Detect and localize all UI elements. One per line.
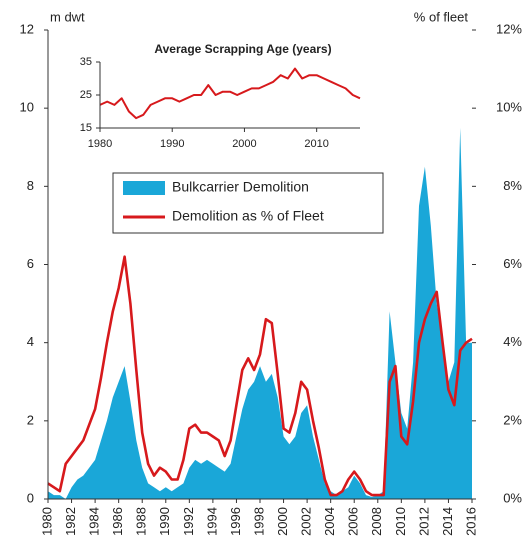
x-tick-label: 2012 (416, 507, 431, 536)
x-tick-label: 2010 (393, 507, 408, 536)
x-tick-label: 2008 (369, 507, 384, 536)
y2-tick-label: 4% (503, 334, 522, 349)
x-tick-label: 1990 (157, 507, 172, 536)
line (99, 67, 361, 120)
x-tick-label: 1980 (88, 138, 112, 150)
x-tick-label: 2004 (322, 507, 337, 536)
x-tick-label: 2016 (463, 507, 478, 536)
area (48, 127, 472, 499)
inset-title: Average Scrapping Age (years) (154, 42, 331, 56)
legend-label: Demolition as % of Fleet (172, 208, 324, 224)
y-tick-label: 8 (27, 178, 34, 193)
x-tick-label: 2000 (275, 507, 290, 536)
y-tick-label: 15 (80, 122, 92, 134)
y2-tick-label: 6% (503, 256, 522, 271)
legend-label: Bulkcarrier Demolition (172, 179, 309, 195)
x-tick-label: 1986 (110, 507, 125, 536)
y2-axis-label: % of fleet (414, 9, 469, 24)
y2-tick-label: 8% (503, 178, 522, 193)
x-tick-label: 1994 (204, 507, 219, 536)
x-tick-label: 1996 (228, 507, 243, 536)
x-tick-label: 1990 (160, 138, 184, 150)
y-tick-label: 4 (27, 334, 34, 349)
y2-tick-label: 0% (503, 490, 522, 505)
line (47, 255, 473, 497)
x-tick-label: 2000 (232, 138, 256, 150)
x-tick-label: 2002 (299, 507, 314, 536)
x-tick-label: 1982 (63, 507, 78, 536)
x-tick-label: 1998 (251, 507, 266, 536)
x-tick-label: 2006 (346, 507, 361, 536)
y-tick-label: 6 (27, 256, 34, 271)
y-tick-label: 10 (20, 100, 34, 115)
x-tick-label: 2014 (440, 507, 455, 536)
y2-tick-label: 12% (496, 21, 522, 36)
y-tick-label: 2 (27, 412, 34, 427)
x-tick-label: 1988 (134, 507, 149, 536)
y-axis-label: m dwt (50, 9, 85, 24)
legend-swatch (123, 181, 165, 195)
x-tick-label: 1992 (181, 507, 196, 536)
y-tick-label: 25 (80, 89, 92, 101)
y-tick-label: 12 (20, 21, 34, 36)
x-tick-label: 2010 (304, 138, 328, 150)
y2-tick-label: 2% (503, 412, 522, 427)
y-tick-label: 35 (80, 56, 92, 68)
x-tick-label: 1980 (39, 507, 54, 536)
y2-tick-label: 10% (496, 100, 522, 115)
x-tick-label: 1984 (87, 507, 102, 536)
y-tick-label: 0 (27, 490, 34, 505)
